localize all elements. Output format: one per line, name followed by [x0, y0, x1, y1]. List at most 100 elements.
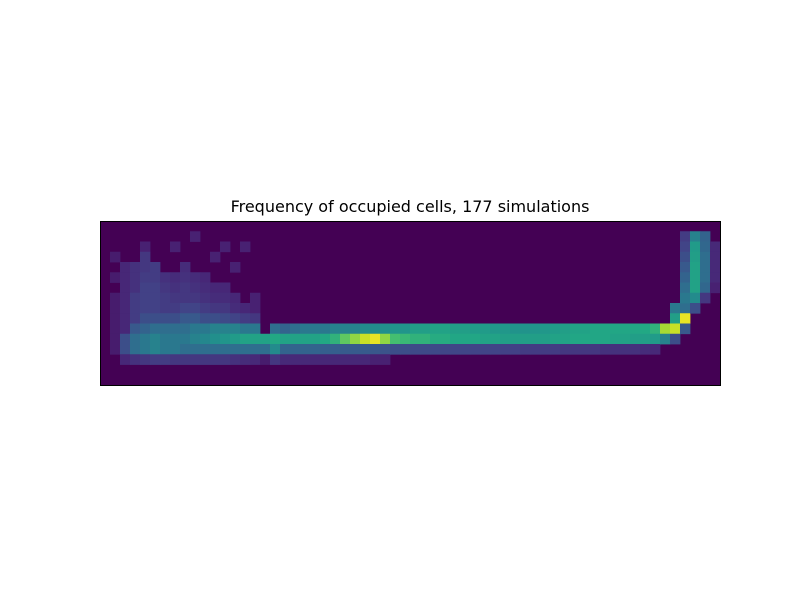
heatmap-cell: [200, 344, 211, 355]
heatmap-cell: [180, 344, 191, 355]
heatmap-cell: [580, 333, 591, 345]
heatmap-cell: [220, 333, 231, 345]
heatmap-cell: [200, 282, 211, 294]
heatmap-cell: [570, 333, 581, 345]
heatmap-cell: [140, 262, 151, 273]
heatmap-cell: [640, 323, 651, 335]
heatmap-cell: [130, 262, 141, 273]
heatmap-cell: [110, 292, 121, 304]
heatmap-cell: [200, 354, 211, 365]
heatmap-cell: [650, 323, 661, 335]
heatmap-cell: [410, 333, 421, 345]
heatmap-cell: [190, 313, 201, 324]
heatmap-cell: [220, 303, 231, 314]
heatmap-cell: [170, 292, 181, 304]
heatmap-cell: [140, 354, 151, 365]
heatmap-cell: [530, 323, 541, 335]
heatmap-cell: [170, 323, 181, 335]
heatmap-cell: [670, 323, 681, 335]
heatmap-cell: [380, 344, 391, 355]
heatmap-cell: [620, 344, 631, 355]
heatmap-cell: [140, 313, 151, 324]
heatmap-cell: [110, 313, 121, 324]
heatmap-cell: [170, 313, 181, 324]
heatmap-cell: [480, 344, 491, 355]
heatmap-cell: [640, 333, 651, 345]
heatmap-cell: [110, 251, 121, 263]
heatmap-cell: [710, 272, 721, 283]
heatmap-cell: [230, 354, 241, 365]
heatmap-cell: [260, 354, 271, 365]
heatmap-cell: [640, 344, 651, 355]
heatmap-cell: [220, 241, 231, 253]
heatmap-cell: [450, 344, 461, 355]
heatmap-cell: [630, 344, 641, 355]
heatmap-cell: [690, 231, 701, 242]
heatmap-cell: [180, 303, 191, 314]
heatmap-cell: [150, 333, 161, 345]
heatmap-cell: [530, 333, 541, 345]
heatmap-cell: [130, 313, 141, 324]
heatmap-cell: [150, 323, 161, 335]
heatmap-cell: [160, 333, 171, 345]
heatmap-cell: [550, 333, 561, 345]
heatmap-cell: [210, 313, 221, 324]
heatmap-cell: [200, 323, 211, 335]
heatmap-cell: [430, 323, 441, 335]
heatmap-cell: [280, 344, 291, 355]
heatmap-cell: [670, 313, 681, 324]
heatmap-cell: [610, 344, 621, 355]
heatmap-cell: [130, 344, 141, 355]
heatmap-cell: [660, 333, 671, 345]
heatmap-cell: [190, 231, 201, 242]
heatmap-cell: [310, 333, 321, 345]
heatmap-cell: [700, 251, 711, 263]
heatmap-cell: [140, 251, 151, 263]
heatmap-cell: [250, 344, 261, 355]
heatmap-cell: [540, 333, 551, 345]
heatmap-cell: [440, 344, 451, 355]
heatmap-cell: [230, 313, 241, 324]
heatmap-cell: [180, 272, 191, 283]
heatmap-cell: [320, 323, 331, 335]
heatmap-cell: [170, 282, 181, 294]
heatmap-cell: [170, 333, 181, 345]
heatmap-cell: [240, 303, 251, 314]
heatmap-cell: [340, 354, 351, 365]
heatmap-cell: [340, 344, 351, 355]
heatmap-cell: [510, 333, 521, 345]
heatmap-cell: [580, 323, 591, 335]
heatmap-cell: [270, 344, 281, 355]
heatmap-cell: [120, 272, 131, 283]
heatmap-cell: [320, 354, 331, 365]
heatmap-cell: [610, 333, 621, 345]
heatmap-cell: [160, 344, 171, 355]
heatmap-cell: [140, 241, 151, 253]
heatmap-cell: [220, 323, 231, 335]
heatmap-cell: [230, 262, 241, 273]
heatmap-cell: [300, 333, 311, 345]
heatmap-cell: [140, 303, 151, 314]
heatmap-cell: [670, 303, 681, 314]
heatmap-cell: [130, 303, 141, 314]
heatmap-cell: [330, 323, 341, 335]
heatmap-cell: [230, 344, 241, 355]
heatmap-cell: [710, 262, 721, 273]
heatmap-cell: [140, 292, 151, 304]
heatmap-cell: [150, 292, 161, 304]
heatmap-cell: [130, 292, 141, 304]
heatmap-cell: [200, 333, 211, 345]
heatmap-cell: [700, 282, 711, 294]
heatmap-cell: [110, 303, 121, 314]
heatmap-cell: [220, 354, 231, 365]
heatmap-cell: [470, 344, 481, 355]
heatmap-cell: [560, 323, 571, 335]
heatmap-cell: [160, 303, 171, 314]
heatmap-cell: [710, 251, 721, 263]
heatmap-cell: [150, 313, 161, 324]
heatmap-cell: [440, 323, 451, 335]
heatmap-cell: [290, 323, 301, 335]
heatmap-cell: [240, 241, 251, 253]
heatmap-cell: [280, 354, 291, 365]
heatmap-cell: [120, 292, 131, 304]
